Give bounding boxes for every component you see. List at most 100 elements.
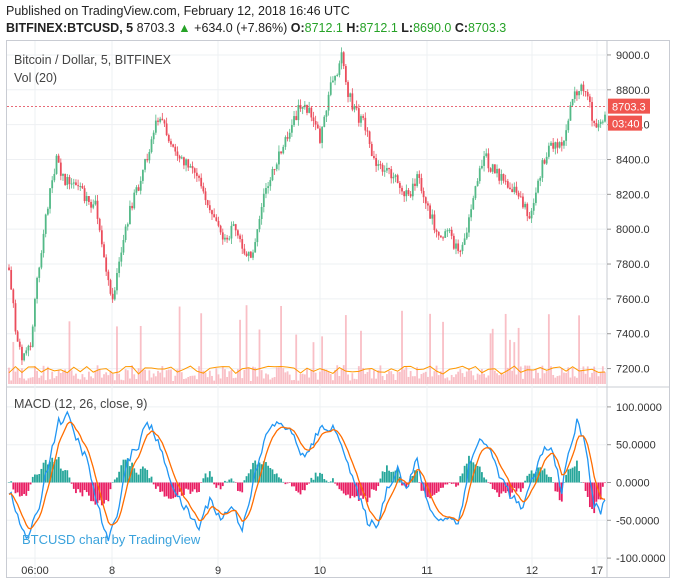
volume-bar bbox=[271, 377, 274, 384]
volume-bar bbox=[174, 375, 177, 384]
volume-bar bbox=[571, 367, 574, 384]
macd-histogram-bar bbox=[414, 470, 416, 483]
volume-bar bbox=[124, 369, 127, 384]
candle-body bbox=[75, 182, 77, 186]
candle-body bbox=[256, 229, 259, 243]
candle-body bbox=[103, 244, 105, 258]
macd-histogram-bar bbox=[273, 474, 276, 483]
volume-ma-line bbox=[8, 365, 606, 375]
volume-bar bbox=[444, 378, 447, 384]
macd-histogram-bar bbox=[457, 482, 460, 486]
tradingview-credit-link[interactable]: BTCUSD chart by TradingView bbox=[22, 532, 201, 547]
volume-bar bbox=[422, 372, 425, 384]
grid-lines bbox=[7, 41, 670, 577]
volume-bar bbox=[433, 371, 436, 384]
volume-bar bbox=[213, 380, 216, 384]
candle-body bbox=[379, 164, 382, 166]
macd-histogram-bar bbox=[528, 473, 531, 483]
candle-body bbox=[236, 230, 239, 236]
candle-body bbox=[560, 142, 563, 146]
macd-histogram-bar bbox=[552, 482, 555, 483]
volume-bar bbox=[23, 378, 26, 384]
macd-histogram-bar bbox=[498, 482, 501, 497]
volume-bar bbox=[519, 366, 522, 384]
macd-histogram-bar bbox=[316, 476, 319, 483]
candle-body bbox=[509, 187, 511, 190]
candle-body bbox=[217, 220, 220, 226]
volume-bar bbox=[485, 377, 488, 384]
volume-bar bbox=[569, 377, 572, 384]
macd-histogram-bar bbox=[269, 468, 272, 483]
volume-bar bbox=[159, 372, 162, 384]
price-tick-label: 8200.0 bbox=[616, 189, 650, 201]
volume-bar bbox=[122, 380, 125, 384]
candle-body bbox=[49, 188, 51, 209]
volume-bar bbox=[332, 380, 334, 384]
volume-bar bbox=[327, 371, 330, 384]
volume-bar bbox=[256, 376, 259, 384]
signal-line bbox=[8, 421, 606, 530]
volume-bar bbox=[420, 374, 423, 384]
candle-body bbox=[260, 206, 263, 220]
volume-bar bbox=[301, 373, 304, 384]
last-price: 8703.3 bbox=[136, 21, 175, 35]
volume-bar bbox=[509, 339, 511, 384]
candle-body bbox=[321, 126, 324, 143]
volume-bar bbox=[446, 377, 449, 384]
volume-bar bbox=[77, 378, 80, 384]
volume-bar bbox=[504, 313, 507, 384]
candle-body bbox=[72, 182, 75, 184]
macd-histogram-bar bbox=[228, 479, 231, 483]
candle-body bbox=[265, 187, 267, 194]
volume-bar bbox=[16, 368, 19, 384]
candle-body bbox=[377, 164, 380, 166]
volume-bar bbox=[204, 372, 207, 384]
candle-body bbox=[502, 174, 505, 181]
volume-bar bbox=[595, 371, 598, 384]
volume-bar bbox=[563, 372, 565, 384]
candle-body bbox=[513, 186, 516, 193]
candle-body bbox=[148, 152, 151, 161]
volume-bar bbox=[293, 379, 295, 384]
candle-body bbox=[578, 91, 580, 96]
candle-body bbox=[375, 158, 378, 166]
candle-body bbox=[239, 235, 241, 240]
volume-bar bbox=[295, 334, 298, 384]
macd-histogram-bar bbox=[515, 482, 518, 492]
volume-bar bbox=[528, 365, 531, 384]
volume-bar bbox=[10, 380, 13, 384]
macd-histogram-bar bbox=[470, 461, 473, 483]
macd-histogram-bar bbox=[444, 482, 447, 485]
volume-bar bbox=[427, 376, 429, 384]
candle-body bbox=[511, 189, 514, 193]
candle-body bbox=[135, 187, 138, 193]
candle-body bbox=[465, 232, 468, 239]
volume-bar bbox=[221, 366, 224, 384]
volume-bar bbox=[481, 368, 483, 384]
candle-body bbox=[81, 186, 84, 189]
candle-body bbox=[446, 230, 449, 232]
candle-body bbox=[582, 84, 585, 92]
price-tag-value: 8703.3 bbox=[612, 102, 646, 114]
macd-histogram-bar bbox=[55, 459, 58, 483]
macd-histogram-bar bbox=[18, 482, 21, 497]
volume-bar bbox=[394, 380, 397, 384]
candle-body bbox=[459, 250, 462, 252]
candle-body bbox=[539, 177, 542, 181]
volume-bar bbox=[85, 379, 88, 384]
volume-bar bbox=[107, 375, 110, 384]
macd-histogram-bar bbox=[522, 482, 524, 489]
volume-bar bbox=[502, 374, 505, 384]
macd-histogram-bar bbox=[83, 482, 86, 491]
candle-body bbox=[334, 75, 336, 81]
price-tick-label: 8400.0 bbox=[616, 154, 650, 166]
macd-histogram-bar bbox=[439, 482, 442, 488]
candle-body bbox=[133, 192, 136, 209]
volume-bar bbox=[44, 380, 47, 384]
macd-histogram-bar bbox=[502, 482, 505, 492]
macd-histogram-bar bbox=[524, 480, 527, 483]
volume-bar bbox=[79, 379, 82, 384]
macd-histogram-bar bbox=[306, 482, 308, 485]
candle-body bbox=[325, 110, 328, 117]
